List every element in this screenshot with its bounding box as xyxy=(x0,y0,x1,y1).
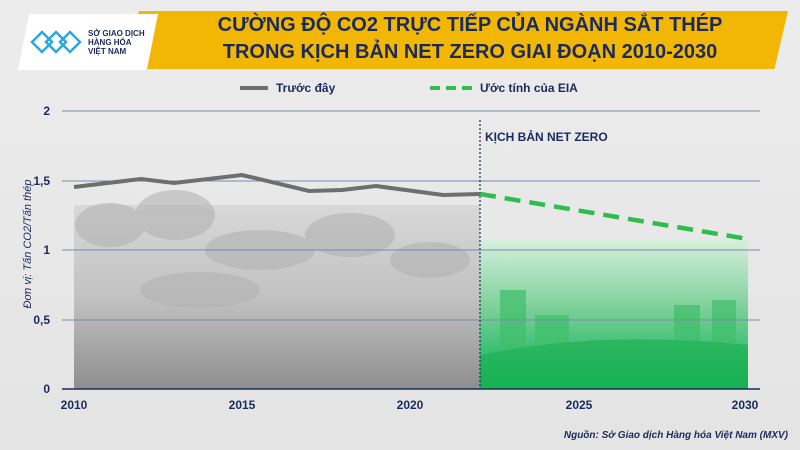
source-note: Nguồn: Sở Giao dịch Hàng hóa Việt Nam (M… xyxy=(563,430,788,441)
y-tick-1-5: 1,5 xyxy=(33,174,50,188)
legend-dashed-line-icon xyxy=(430,86,472,90)
forecast-line xyxy=(479,191,749,242)
y-axis-label: Đơn vị: Tấn CO2/Tấn thép xyxy=(22,179,34,309)
smoke-illustration xyxy=(75,190,470,308)
title-line-1: CƯỜNG ĐỘ CO2 TRỰC TIẾP CỦA NGÀNH SẮT THÉ… xyxy=(217,14,723,36)
x-tick-2025: 2025 xyxy=(565,398,593,412)
chart-title: CƯỜNG ĐỘ CO2 TRỰC TIẾP CỦA NGÀNH SẮT THÉ… xyxy=(170,12,770,66)
legend-solid-line-icon xyxy=(240,86,268,90)
net-zero-annotation: KỊCH BẢN NET ZERO xyxy=(485,130,608,144)
y-tick-1: 1 xyxy=(43,243,50,257)
x-tick-2015: 2015 xyxy=(228,398,256,412)
title-banner xyxy=(112,11,788,69)
y-tick-0-5: 0,5 xyxy=(33,313,50,327)
x-tick-2010: 2010 xyxy=(60,398,88,412)
city-illustration xyxy=(480,290,748,389)
title-line-2: TRONG KỊCH BẢN NET ZERO GIAI ĐOẠN 2010-2… xyxy=(222,41,718,63)
logo-card xyxy=(18,14,158,70)
x-tick-2030: 2030 xyxy=(731,398,759,412)
legend-item-historical: Trước đây xyxy=(240,78,335,98)
mxv-logo-icon xyxy=(30,30,82,54)
x-tick-2020: 2020 xyxy=(396,398,424,412)
logo-text: SỞ GIAO DỊCH HÀNG HÓA VIỆT NAM xyxy=(88,29,145,56)
historical-line xyxy=(73,172,481,198)
y-tick-0: 0 xyxy=(43,382,50,396)
y-tick-2: 2 xyxy=(43,104,50,118)
legend-item-forecast: Ước tính của EIA xyxy=(430,78,578,98)
